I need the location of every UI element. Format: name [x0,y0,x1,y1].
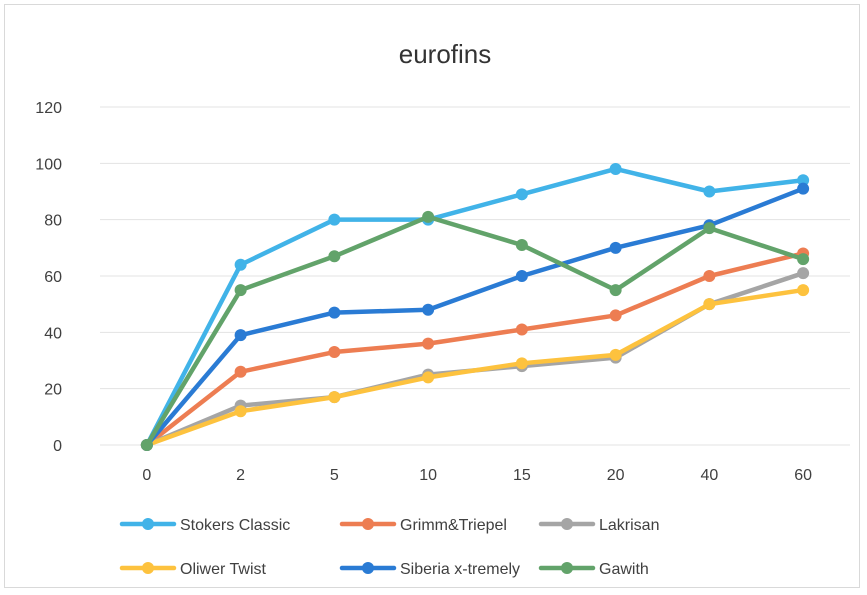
data-point [234,284,247,297]
series-2 [140,247,810,451]
x-tick-label: 20 [607,467,625,484]
data-point [609,284,622,297]
chart-title: eurofins [399,39,492,69]
data-point [422,210,435,223]
data-point [515,357,528,370]
series-lines [140,162,810,451]
legend-label: Grimm&Triepel [400,517,507,534]
legend-swatch-marker [362,518,374,530]
y-tick-label: 20 [44,382,62,399]
data-point [234,258,247,271]
data-point [797,253,810,266]
data-point [703,222,716,235]
y-tick-label: 100 [35,156,62,173]
legend-item: Oliwer Twist [119,561,266,578]
data-point [328,346,341,359]
y-tick-label: 40 [44,325,62,342]
data-point [234,405,247,418]
x-axis-ticks: 0 2 5 10 15 20 40 60 [142,467,812,484]
data-point [422,371,435,384]
legend-item: Grimm&Triepel [339,517,507,534]
legend: Stokers Classic Grimm&Triepel Lakrisan Oliw… [119,517,659,578]
data-point [328,250,341,263]
x-tick-label: 0 [142,467,151,484]
x-tick-label: 2 [236,467,245,484]
x-tick-label: 5 [330,467,339,484]
data-point [609,309,622,322]
legend-item: Lakrisan [538,517,659,534]
y-axis-ticks: 0 20 40 60 80 100 120 [35,100,62,455]
y-tick-label: 0 [53,438,62,455]
legend-item: Stokers Classic [119,517,290,534]
series-line [144,270,806,448]
data-point [328,213,341,226]
legend-swatch-marker [561,562,573,574]
series-line [144,251,806,448]
legend-label: Oliwer Twist [180,561,266,578]
legend-item: Gawith [538,561,649,578]
data-point [609,162,622,175]
data-point [234,365,247,378]
data-point [703,298,716,311]
chart-frame [4,4,860,588]
legend-label: Siberia x-tremely [400,561,520,578]
legend-label: Gawith [599,561,649,578]
data-point [703,185,716,198]
x-tick-label: 40 [700,467,718,484]
x-tick-label: 60 [794,467,812,484]
y-tick-label: 60 [44,269,62,286]
data-point [609,241,622,254]
data-point [515,323,528,336]
legend-label: Lakrisan [599,517,659,534]
data-point [515,188,528,201]
legend-swatch-marker [142,562,154,574]
data-point [797,284,810,297]
data-point [797,182,810,195]
data-point [609,348,622,361]
y-tick-label: 120 [35,100,62,117]
data-point [797,267,810,280]
data-point [328,306,341,319]
legend-swatch-marker [561,518,573,530]
data-point [515,270,528,282]
series-line [144,186,806,448]
series-6 [140,210,810,451]
data-point [328,391,341,404]
y-tick-label: 80 [44,213,62,230]
x-tick-label: 10 [419,467,437,484]
legend-item: Siberia x-tremely [339,561,520,578]
legend-label: Stokers Classic [180,517,290,534]
series-line [144,287,806,448]
data-point [703,270,716,282]
data-point [422,303,435,316]
x-tick-label: 15 [513,467,531,484]
series-line [144,166,806,448]
legend-swatch-marker [362,562,374,574]
data-point [422,337,435,350]
legend-swatch-marker [142,518,154,530]
data-point [234,329,247,342]
data-point [140,439,153,451]
grid-lines [100,106,850,446]
data-point [797,174,810,187]
series-line [144,214,806,448]
data-point [515,239,528,252]
